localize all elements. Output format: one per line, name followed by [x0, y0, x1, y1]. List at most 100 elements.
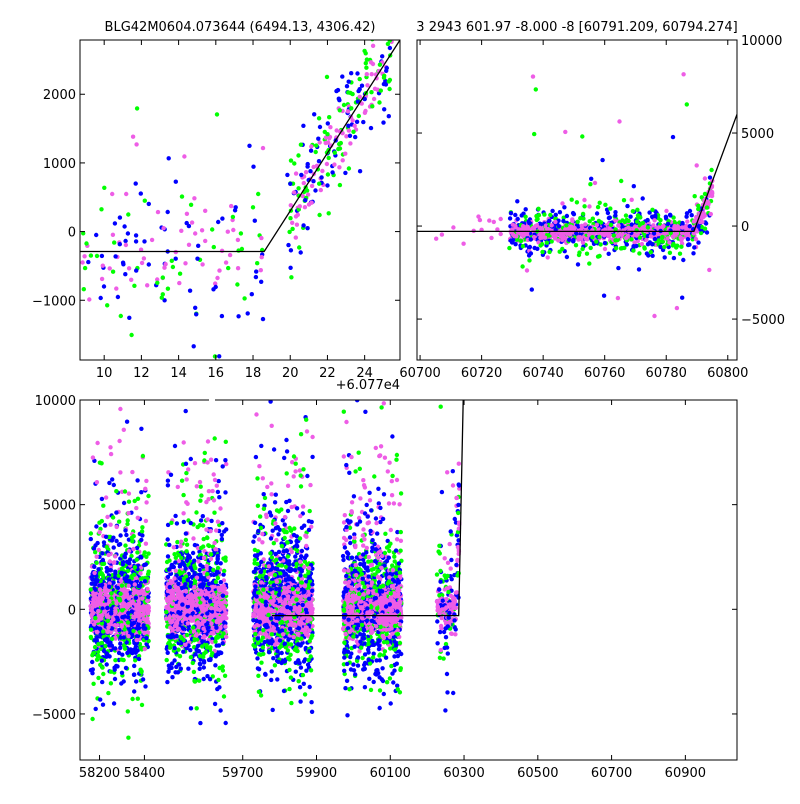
data-point	[635, 208, 639, 212]
data-point	[342, 103, 346, 107]
data-point	[173, 646, 177, 650]
data-point	[560, 201, 564, 205]
y-tick-label: 0	[68, 226, 76, 241]
data-point	[182, 440, 186, 444]
data-point	[649, 234, 653, 238]
data-point	[213, 663, 217, 667]
data-point	[143, 647, 147, 651]
data-point	[133, 658, 137, 662]
data-point	[131, 615, 135, 619]
data-point	[192, 196, 196, 200]
data-point	[132, 591, 136, 595]
data-point	[199, 485, 203, 489]
data-point	[379, 88, 383, 92]
data-point	[140, 261, 144, 265]
data-point	[190, 220, 194, 224]
data-point	[123, 489, 127, 493]
data-point	[617, 119, 621, 123]
data-point	[210, 227, 214, 231]
data-point	[121, 562, 125, 566]
data-point	[176, 648, 180, 652]
data-point	[382, 18, 386, 22]
data-point	[637, 267, 641, 271]
data-point	[224, 635, 228, 639]
top-right-points	[434, 72, 715, 369]
data-point	[101, 558, 105, 562]
data-point	[198, 667, 202, 671]
data-point	[138, 555, 142, 559]
data-point	[180, 194, 184, 198]
data-point	[294, 171, 298, 175]
data-point	[499, 217, 503, 221]
data-point	[214, 458, 218, 462]
data-point	[196, 644, 200, 648]
data-point	[140, 596, 144, 600]
data-point	[208, 677, 212, 681]
data-point	[143, 487, 147, 491]
data-point	[183, 643, 187, 647]
y-tick-label: 5000	[741, 127, 774, 142]
data-point	[384, 69, 388, 73]
data-point	[596, 254, 600, 258]
data-point	[214, 528, 218, 532]
data-point	[319, 175, 323, 179]
data-point	[180, 479, 184, 483]
data-point	[587, 204, 591, 208]
data-point	[684, 215, 688, 219]
data-point	[130, 470, 134, 474]
data-point	[125, 574, 129, 578]
data-point	[111, 270, 115, 274]
data-point	[584, 237, 588, 241]
data-point	[89, 537, 93, 541]
data-point	[140, 533, 144, 537]
data-point	[348, 134, 352, 138]
data-point	[602, 294, 606, 298]
data-point	[311, 165, 315, 169]
data-point	[524, 207, 528, 211]
data-point	[216, 520, 220, 524]
data-point	[304, 170, 308, 174]
data-point	[515, 199, 519, 203]
data-point	[173, 514, 177, 518]
data-point	[209, 606, 213, 610]
data-point	[709, 212, 713, 216]
data-point	[102, 540, 106, 544]
data-point	[288, 216, 292, 220]
data-point	[200, 597, 204, 601]
data-point	[174, 569, 178, 573]
data-point	[570, 198, 574, 202]
data-point	[119, 635, 123, 639]
data-point	[170, 595, 174, 599]
data-point	[114, 489, 118, 493]
data-point	[598, 201, 602, 205]
data-point	[296, 186, 300, 190]
data-point	[89, 587, 93, 591]
data-point	[231, 228, 235, 232]
data-point	[528, 245, 532, 249]
data-point	[578, 235, 582, 239]
data-point	[156, 210, 160, 214]
data-point	[582, 204, 586, 208]
data-point	[216, 554, 220, 558]
data-point	[118, 592, 122, 596]
data-point	[355, 120, 359, 124]
data-point	[613, 238, 617, 242]
data-point	[99, 207, 103, 211]
data-point	[626, 234, 630, 238]
data-point	[622, 198, 626, 202]
data-point	[634, 233, 638, 237]
data-point	[133, 499, 137, 503]
data-point	[94, 561, 98, 565]
data-point	[172, 634, 176, 638]
data-point	[220, 249, 224, 253]
x-tick-label: 60700	[399, 366, 440, 381]
data-point	[144, 479, 148, 483]
top-left-frame	[80, 40, 400, 360]
data-point	[135, 558, 139, 562]
data-point	[139, 490, 143, 494]
data-point	[212, 541, 216, 545]
data-point	[251, 205, 255, 209]
data-point	[309, 149, 313, 153]
data-point	[95, 254, 99, 258]
data-point	[102, 186, 106, 190]
